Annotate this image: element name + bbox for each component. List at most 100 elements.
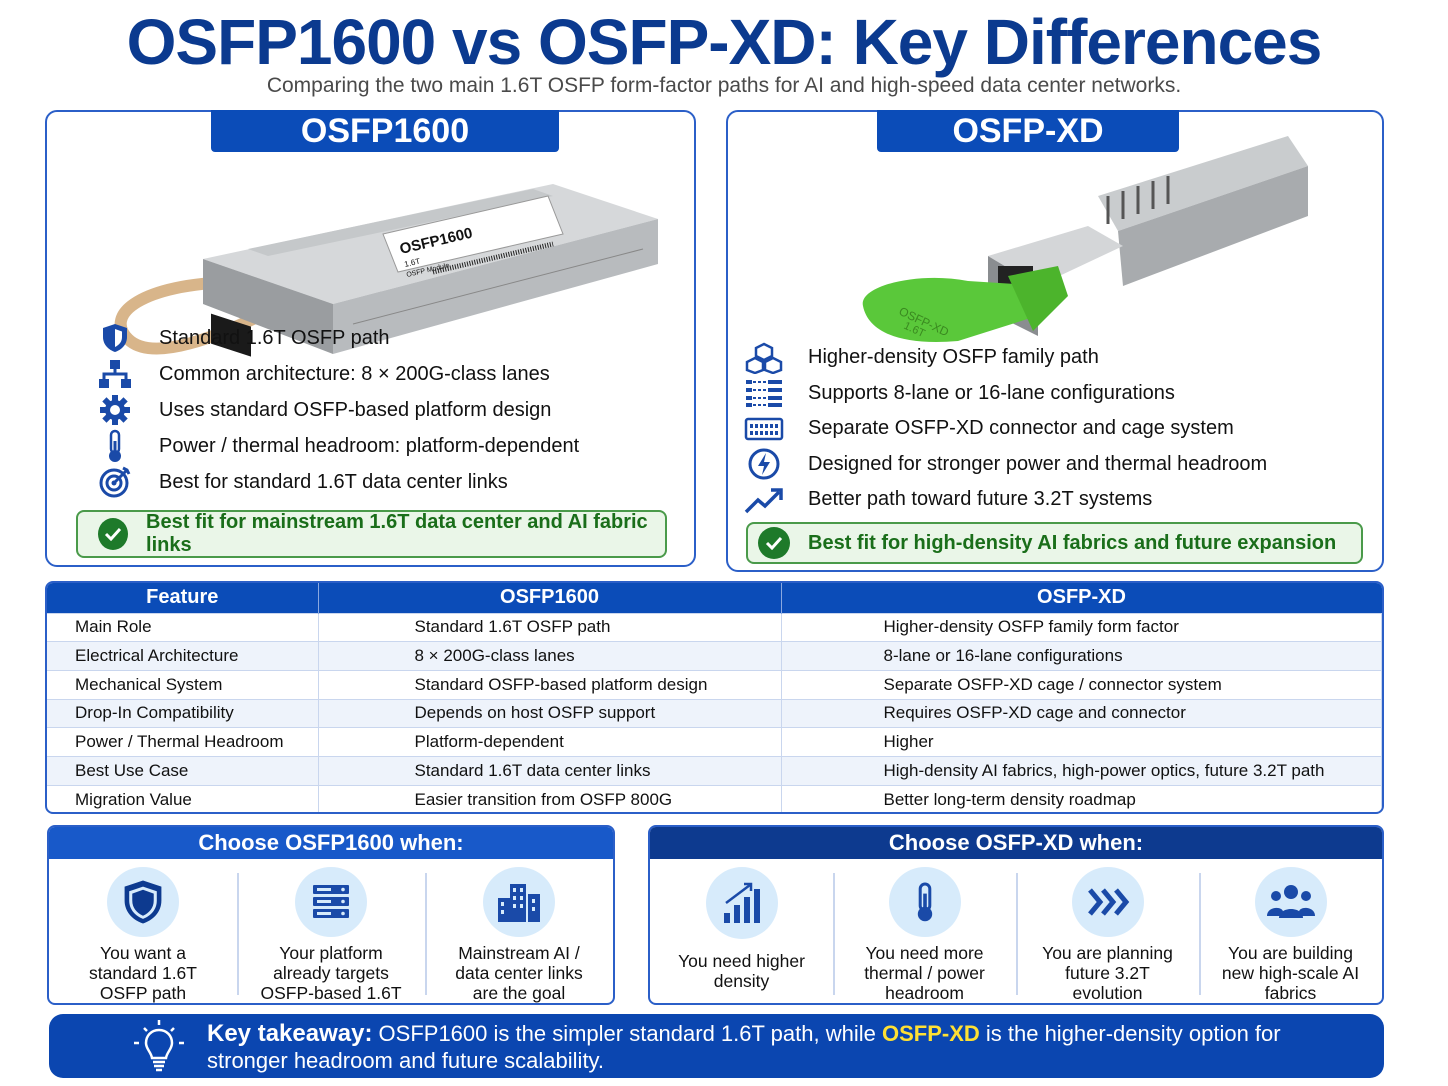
power-icon	[744, 448, 784, 480]
choose-item: You need more thermal / power headroom	[833, 859, 1016, 1003]
choose-item-text: You want a standard 1.6T OSFP path	[89, 943, 197, 1003]
table-cell: Mechanical System	[47, 669, 319, 700]
target-icon	[95, 466, 135, 498]
feature-text: Separate OSFP-XD connector and cage syst…	[808, 417, 1234, 440]
column-header: Feature	[47, 583, 319, 613]
osfp1600-module-image: OSFP1600 1.6T OSFP Module	[114, 184, 658, 357]
feature-text: Standard 1.6T OSFP path	[159, 326, 390, 349]
choose-item: You are building new high-scale AI fabri…	[1199, 859, 1382, 1003]
table-header-row: Feature OSFP1600 OSFP-XD	[47, 583, 1382, 613]
osfp-xd-feature-list: Higher-density OSFP family path Supports…	[744, 340, 1267, 518]
table-cell: Depends on host OSFP support	[318, 698, 782, 728]
cubes-icon	[744, 342, 784, 374]
table-row: Electrical Architecture 8 × 200G-class la…	[47, 641, 1382, 671]
buildings-icon	[483, 867, 555, 937]
table-cell: Best Use Case	[47, 755, 319, 786]
feature-text: Designed for stronger power and thermal …	[808, 452, 1268, 475]
osfp-xd-best-fit-banner: Best fit for high-density AI fabrics and…	[746, 522, 1363, 564]
table-row: Main Role Standard 1.6T OSFP path Higher-d…	[47, 612, 1382, 642]
people-icon	[1254, 867, 1327, 937]
shield-icon	[95, 322, 135, 354]
column-header: OSFP1600	[318, 583, 782, 613]
takeaway-part1: OSFP1600 is the simpler standard 1.6T pa…	[372, 1021, 882, 1046]
table-row: Power / Thermal Headroom Platform-depende…	[47, 727, 1382, 757]
osfp1600-panel-title: OSFP1600	[211, 110, 559, 152]
server-icon	[295, 867, 367, 937]
table-cell: Drop-In Compatibility	[47, 698, 319, 728]
takeaway-lead: Key takeaway:	[207, 1020, 373, 1047]
takeaway-part2: is the higher-density option for stronge…	[207, 1021, 1281, 1073]
osfp-xd-panel-title: OSFP-XD	[877, 110, 1179, 152]
choose-osfp-xd-title: Choose OSFP-XD when:	[650, 827, 1382, 859]
feature-item: Power / thermal headroom: platform-depen…	[95, 428, 579, 464]
feature-text: Best for standard 1.6T data center links	[159, 470, 508, 493]
feature-item: Separate OSFP-XD connector and cage syst…	[744, 411, 1267, 447]
choose-item-text: You need higher density	[678, 951, 805, 991]
gear-icon	[95, 394, 135, 426]
feature-item: Best for standard 1.6T data center links	[95, 464, 579, 500]
table-cell: Easier transition from OSFP 800G	[318, 784, 782, 812]
column-header: OSFP-XD	[781, 583, 1382, 613]
lightbulb-icon	[134, 1020, 184, 1072]
table-cell: Standard 1.6T data center links	[318, 755, 782, 786]
choose-item-text: Mainstream AI / data center links are th…	[455, 943, 583, 1003]
connector-icon	[744, 413, 784, 445]
table-row: Best Use Case Standard 1.6T data center l…	[47, 755, 1382, 786]
table-cell: 8-lane or 16-lane configurations	[781, 641, 1382, 671]
feature-item: Standard 1.6T OSFP path	[95, 320, 579, 356]
feature-item: Supports 8-lane or 16-lane configuration…	[744, 376, 1267, 412]
check-icon	[758, 527, 790, 559]
table-row: Mechanical System Standard OSFP-based pla…	[47, 669, 1382, 700]
choose-osfp1600-title: Choose OSFP1600 when:	[49, 827, 613, 859]
feature-item: Designed for stronger power and thermal …	[744, 447, 1267, 483]
page-subtitle: Comparing the two main 1.6T OSFP form-fa…	[266, 74, 1182, 97]
takeaway-highlight: OSFP-XD	[881, 1021, 980, 1046]
feature-item: Higher-density OSFP family path	[744, 340, 1267, 376]
osfp1600-best-fit-banner: Best fit for mainstream 1.6T data center…	[76, 510, 667, 558]
takeaway-text: Key takeaway: OSFP1600 is the simpler st…	[207, 1020, 1367, 1074]
best-fit-text: Best fit for high-density AI fabrics and…	[808, 531, 1337, 554]
thermometer-icon	[888, 867, 961, 937]
feature-text: Better path toward future 3.2T systems	[808, 488, 1153, 511]
choose-item: Your platform already targets OSFP-based…	[237, 859, 425, 1003]
best-fit-text: Best fit for mainstream 1.6T data center…	[146, 511, 648, 556]
choose-item-text: You are building new high-scale AI fabri…	[1221, 943, 1360, 1003]
table-cell: Main Role	[47, 612, 319, 642]
table-cell: Migration Value	[47, 784, 319, 812]
table-cell: Better long-term density roadmap	[781, 784, 1382, 812]
feature-text: Uses standard OSFP-based platform design	[159, 398, 552, 421]
table-cell: Requires OSFP-XD cage and connector	[781, 698, 1382, 728]
feature-text: Power / thermal headroom: platform-depen…	[159, 434, 580, 457]
check-icon	[98, 518, 129, 550]
table-cell: Platform-dependent	[318, 727, 782, 757]
table-row: Drop-In Compatibility Depends on host OSF…	[47, 698, 1382, 728]
page-title: OSFP1600 vs OSFP-XD: Key Differences	[126, 6, 1323, 78]
choose-item: You need higher density	[650, 859, 833, 1003]
table-cell: Power / Thermal Headroom	[47, 727, 319, 757]
shield-icon	[107, 867, 179, 937]
osfp1600-module-label-speed: 1.6T	[403, 257, 421, 269]
table-cell: Separate OSFP-XD cage / connector system	[781, 669, 1382, 700]
table-cell: High-density AI fabrics, high-power opti…	[781, 755, 1382, 786]
bar-chart-icon	[705, 867, 778, 939]
table-cell: 8 × 200G-class lanes	[318, 641, 782, 671]
key-takeaway-banner: Key takeaway: OSFP1600 is the simpler st…	[49, 1014, 1384, 1078]
choose-item: You want a standard 1.6T OSFP path	[49, 859, 237, 1003]
feature-text: Higher-density OSFP family path	[808, 346, 1099, 369]
choose-osfp1600-box: Choose OSFP1600 when: You want a standar…	[47, 825, 615, 1005]
feature-text: Supports 8-lane or 16-lane configuration…	[808, 381, 1175, 404]
feature-text: Common architecture: 8 × 200G-class lane…	[159, 362, 550, 385]
feature-item: Better path toward future 3.2T systems	[744, 482, 1267, 518]
feature-item: Common architecture: 8 × 200G-class lane…	[95, 356, 579, 392]
table-cell: Electrical Architecture	[47, 641, 319, 671]
choose-item: Mainstream AI / data center links are th…	[425, 859, 613, 1003]
table-cell: Higher	[781, 727, 1382, 757]
osfp-xd-panel: OSFP-XD OSFP-XD 1.6T Higher-density OSFP…	[726, 110, 1384, 572]
table-cell: Standard OSFP-based platform design	[318, 669, 782, 700]
chevrons-icon	[1071, 867, 1144, 937]
trend-up-icon	[744, 484, 784, 516]
osfp1600-feature-list: Standard 1.6T OSFP path Common architect…	[95, 320, 579, 500]
choose-item-text: Your platform already targets OSFP-based…	[260, 943, 402, 1003]
table-row: Migration Value Easier transition from OS…	[47, 784, 1382, 812]
choose-item-text: You need more thermal / power headroom	[864, 943, 985, 1003]
